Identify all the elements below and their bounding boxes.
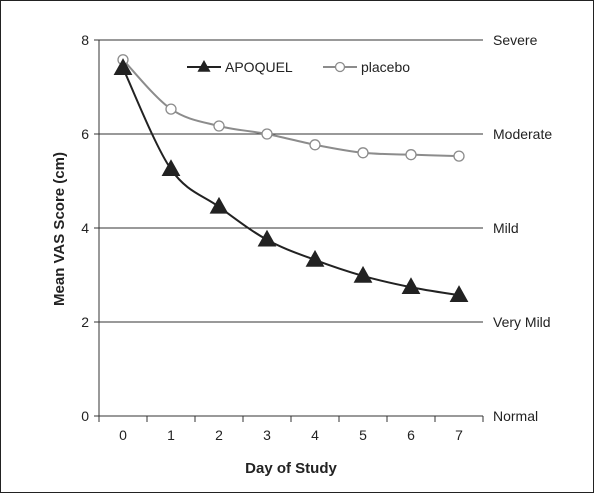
point-placebo-7	[453, 150, 465, 162]
x-tick-label-1: 1	[167, 427, 175, 443]
y-tick-label-0: 0	[81, 408, 89, 424]
severity-label-normal: Normal	[493, 408, 538, 424]
legend-marker-placebo	[334, 61, 346, 73]
point-placebo-3	[261, 128, 273, 140]
severity-label-mild: Mild	[493, 220, 519, 236]
y-axis-label: Mean VAS Score (cm)	[51, 152, 68, 306]
point-placebo-5	[357, 147, 369, 159]
point-apoquel-1	[161, 159, 181, 177]
point-placebo-2	[213, 120, 225, 132]
point-apoquel-7	[449, 285, 469, 303]
severity-label-very-mild: Very Mild	[493, 314, 551, 330]
legend-marker-apoquel	[197, 59, 211, 72]
severity-labels: Severe Moderate Mild Very Mild Normal	[493, 32, 552, 424]
legend-label-apoquel: APOQUEL	[225, 59, 293, 75]
point-apoquel-4	[305, 249, 325, 267]
y-tick-label-6: 6	[81, 126, 89, 142]
severity-label-moderate: Moderate	[493, 126, 552, 142]
x-tick-label-5: 5	[359, 427, 367, 443]
x-tick-label-3: 3	[263, 427, 271, 443]
x-tick-label-6: 6	[407, 427, 415, 443]
y-tick-label-2: 2	[81, 314, 89, 330]
y-tick-label-8: 8	[81, 32, 89, 48]
x-tick-label-7: 7	[455, 427, 463, 443]
series-line-apoquel	[122, 67, 460, 297]
point-apoquel-0	[113, 58, 133, 75]
x-axis-label: Day of Study	[245, 460, 337, 477]
series-lines	[113, 54, 469, 303]
legend-label-placebo: placebo	[361, 59, 410, 75]
point-apoquel-2	[209, 196, 229, 214]
point-apoquel-3	[257, 229, 277, 247]
severity-label-severe: Severe	[493, 32, 538, 48]
point-apoquel-6	[401, 277, 421, 295]
x-tick-label-2: 2	[215, 427, 223, 443]
point-apoquel-5	[353, 265, 373, 283]
point-placebo-6	[405, 149, 417, 161]
axes	[94, 39, 484, 422]
x-tick-label-0: 0	[119, 427, 127, 443]
point-placebo-1	[165, 103, 177, 115]
gridlines	[99, 39, 483, 323]
point-placebo-4	[309, 139, 321, 151]
x-tick-label-4: 4	[311, 427, 319, 443]
legend: APOQUEL placebo	[187, 59, 410, 75]
tick-labels: 0 2 4 6 8 0 1 2 3 4 5 6 7	[81, 32, 463, 443]
y-tick-label-4: 4	[81, 220, 89, 236]
